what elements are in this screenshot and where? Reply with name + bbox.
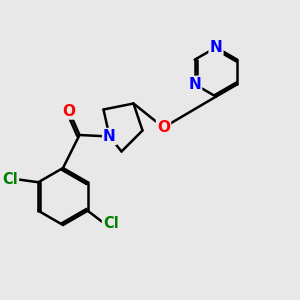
Text: O: O bbox=[62, 103, 76, 118]
Text: N: N bbox=[103, 129, 116, 144]
Text: N: N bbox=[188, 77, 201, 92]
Text: Cl: Cl bbox=[2, 172, 18, 187]
Text: O: O bbox=[157, 120, 170, 135]
Text: N: N bbox=[210, 40, 222, 55]
Text: Cl: Cl bbox=[103, 216, 119, 231]
